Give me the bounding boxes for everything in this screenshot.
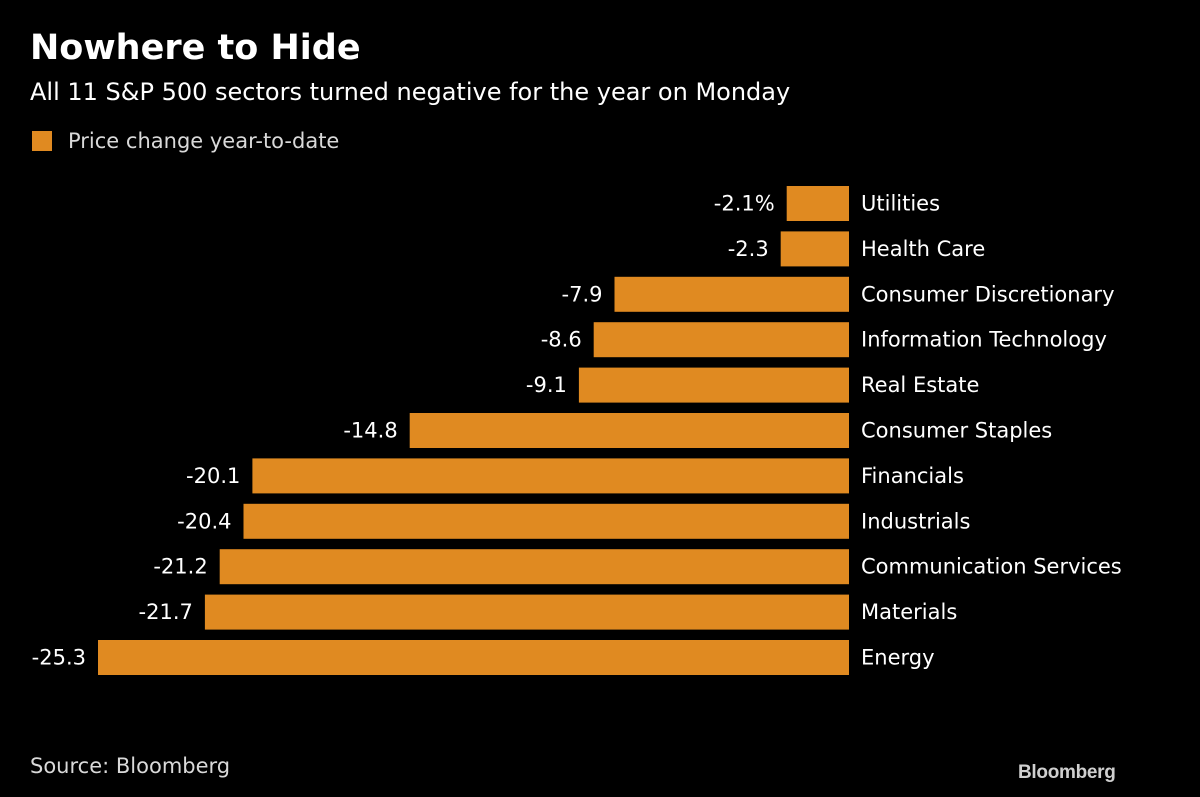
bar-value-label: -20.1 [186,464,240,488]
bar-communication-services [219,549,849,585]
category-label: Materials [861,600,957,624]
bar-financials [252,458,849,494]
category-label: Consumer Discretionary [861,282,1115,306]
chart-title: Nowhere to Hide [30,28,361,68]
bar-materials [204,594,849,630]
bloomberg-logo: Bloomberg [1018,762,1116,783]
bar-value-label: -8.6 [541,328,582,352]
bar-value-label: -9.1 [526,373,567,397]
bar-value-label: -14.8 [343,419,397,443]
category-label: Information Technology [861,328,1107,352]
bar-value-label: -21.2 [153,555,207,579]
category-label: Consumer Staples [861,419,1052,443]
bar-consumer-discretionary [614,276,849,312]
bar-consumer-staples [409,413,849,448]
bar-information-technology [593,322,849,358]
category-label: Industrials [861,509,970,533]
bar-utilities [786,186,849,221]
bar-industrials [243,503,849,539]
bar-value-label: -25.3 [32,646,86,670]
bar-real-estate [578,367,849,403]
category-label: Utilities [861,192,940,216]
bar-health-care [780,231,849,267]
category-label: Communication Services [861,555,1122,579]
legend-swatch [32,131,52,151]
category-label: Health Care [861,237,985,261]
chart-subtitle: All 11 S&P 500 sectors turned negative f… [30,78,791,106]
legend: Price change year-to-date [32,127,339,155]
source-note: Source: Bloomberg [30,754,231,778]
bar-value-label: -7.9 [562,282,603,306]
category-label: Financials [861,464,964,488]
bar-energy [98,640,849,675]
bar-value-label: -2.3 [728,237,769,261]
bar-value-label: -21.7 [139,600,193,624]
category-label: Real Estate [861,373,979,397]
legend-label: Price change year-to-date [68,129,340,153]
category-label: Energy [861,646,935,670]
bar-value-label: -2.1% [714,192,775,216]
bar-value-label: -20.4 [177,509,231,533]
